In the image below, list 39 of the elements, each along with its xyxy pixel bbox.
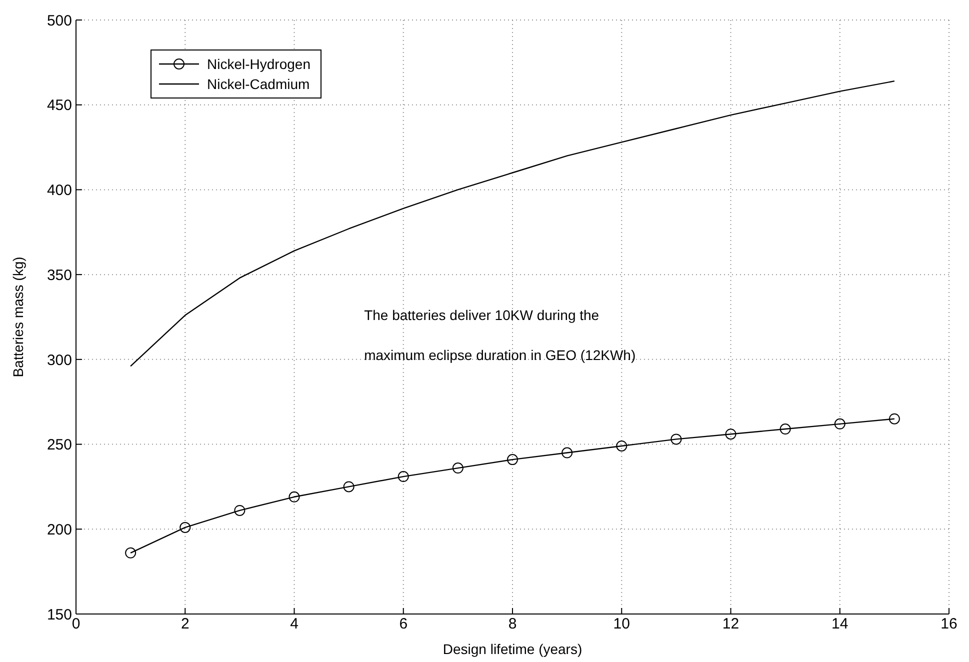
x-tick-label: 6: [399, 616, 408, 633]
y-tick-label: 250: [46, 436, 72, 454]
y-tick-label: 400: [46, 182, 72, 200]
x-tick-label: 12: [722, 616, 740, 633]
x-tick-label: 2: [180, 616, 190, 633]
x-tick-label: 0: [72, 616, 80, 633]
y-tick-label: 200: [46, 521, 72, 538]
point: [670, 434, 682, 445]
line-series: [130, 80, 896, 367]
x-tick-label: 8: [508, 616, 517, 633]
y-tick-label: 450: [46, 97, 72, 114]
x-tick-label: 10: [613, 616, 630, 633]
point: [834, 418, 846, 430]
point: [616, 440, 628, 452]
point: [398, 471, 409, 482]
x-tick-label: 16: [940, 616, 958, 633]
point: [888, 413, 900, 424]
point: [562, 447, 573, 458]
y-tick-label: 150: [46, 606, 72, 624]
x-tick-label: 4: [290, 616, 298, 633]
point: [507, 454, 518, 466]
y-tick-label: 500: [46, 12, 72, 30]
point: [343, 481, 354, 492]
x-tick-label: 14: [832, 616, 848, 633]
legend-label: Nickel-Hydrogen: [207, 56, 310, 72]
y-tick-label: 350: [46, 266, 72, 284]
x-axis-title: Design lifetime (years): [442, 641, 582, 657]
annotation: maximum eclipse duration in GEO (12KWh): [364, 346, 636, 363]
point: [452, 462, 464, 474]
point: [125, 547, 136, 558]
point: [725, 428, 736, 440]
legend-label: Nickel-Cadmium: [207, 76, 310, 92]
point: [234, 504, 246, 516]
point: [288, 491, 300, 502]
point: [180, 522, 191, 533]
y-tick-label: 300: [46, 352, 72, 369]
point: [780, 424, 791, 435]
annotation: The batteries deliver 10KW during the: [364, 306, 600, 323]
y-axis-title: Batteries mass (kg): [10, 256, 26, 378]
